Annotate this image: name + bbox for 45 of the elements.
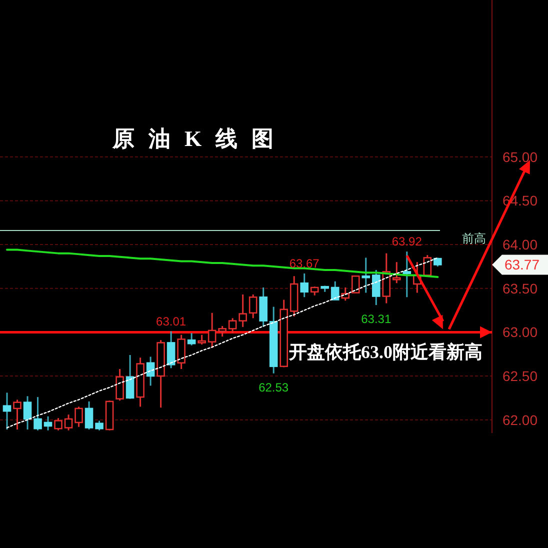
candlestick: [248, 294, 258, 319]
annotation: 开盘依托63.0附近看新高: [288, 342, 482, 362]
y-tick-label: 62.50: [502, 368, 538, 384]
annotation: 63.92: [392, 234, 422, 249]
candlestick: [23, 395, 32, 430]
candlestick: [208, 312, 216, 349]
candlestick: [84, 400, 94, 430]
annotation: 63.01: [156, 314, 186, 328]
candlestick: [372, 269, 380, 306]
candlestick: [392, 261, 401, 284]
candlestick: [74, 406, 83, 428]
candlestick: [177, 334, 186, 370]
candlestick: [330, 280, 340, 301]
candlestick: [44, 416, 52, 432]
candlestick: [116, 368, 124, 402]
candlestick: [351, 275, 360, 294]
y-tick-label: 62.00: [502, 412, 538, 428]
annotation: 63.67: [289, 256, 320, 270]
annotation: 62.53: [258, 380, 289, 394]
text: 原油K线图: [111, 126, 288, 151]
y-tick-label: 65.00: [502, 148, 538, 165]
candlestick: [2, 392, 12, 430]
candlestick: [166, 330, 176, 369]
ref-line-label: 前高: [462, 232, 486, 246]
candlestick: [198, 334, 206, 346]
annotation: 63.31: [361, 312, 392, 326]
candlestick: [54, 417, 62, 432]
y-tick-label: 63.00: [502, 324, 538, 340]
text: 63.77: [504, 256, 540, 273]
y-tick-label: 64.00: [502, 236, 538, 252]
candlestick: [95, 420, 104, 432]
candlestick: [126, 354, 134, 400]
candlestick: [362, 256, 370, 294]
candlestick: [146, 356, 155, 386]
candlestick: [218, 325, 226, 338]
candlestick: [300, 272, 309, 298]
candlestick: [64, 414, 73, 432]
candlestick: [259, 286, 268, 328]
candlestick: [13, 398, 22, 430]
candlestick: [187, 332, 196, 346]
candlestick: [228, 317, 237, 334]
candlestick: [402, 250, 412, 298]
y-tick-label: 63.50: [502, 280, 538, 296]
candlestick: [34, 396, 42, 432]
candlestick: [238, 294, 247, 328]
